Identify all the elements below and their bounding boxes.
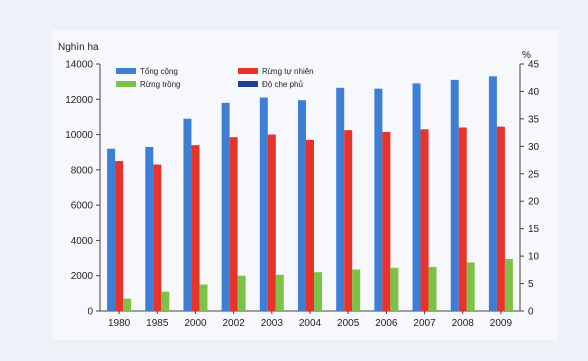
right-tick-label: 0	[528, 307, 534, 318]
left-tick-label: 6000	[71, 201, 94, 212]
legend-rung-tu-nhien-swatch	[238, 68, 258, 74]
legend-do-che-phu-swatch	[238, 81, 258, 87]
legend-rung-trong-swatch	[116, 81, 136, 87]
right-tick-label: 10	[528, 252, 540, 263]
x-tick-label: 2000	[184, 318, 207, 329]
right-tick-label: 30	[528, 142, 540, 153]
bar-rung-tu-nhien	[191, 145, 200, 311]
x-tick-label: 2008	[452, 318, 475, 329]
right-axis-label: %	[522, 50, 531, 61]
legend-rung-tu-nhien-label: Rừng tự nhiên	[262, 67, 314, 76]
bar-rung-tu-nhien	[344, 130, 353, 311]
bar-rung-trong	[199, 284, 208, 311]
x-tick-label: 2004	[299, 318, 322, 329]
bar-rung-trong	[314, 272, 322, 311]
bar-rung-trong	[123, 298, 132, 311]
bar-rung-tu-nhien	[229, 137, 238, 311]
right-tick-label: 45	[528, 60, 540, 71]
left-axis-label: Nghìn ha	[58, 42, 99, 53]
right-tick-label: 20	[528, 197, 540, 208]
bar-tong-cong	[183, 118, 192, 311]
bar-rung-trong	[352, 269, 361, 311]
legend-do-che-phu-label: Độ che phủ	[262, 80, 303, 89]
legend-tong-cong-swatch	[116, 68, 136, 74]
bar-rung-tu-nhien	[420, 129, 429, 311]
left-tick-label: 12000	[65, 95, 93, 106]
x-tick-label: 2005	[337, 318, 360, 329]
bar-rung-tu-nhien	[115, 161, 124, 311]
bar-rung-trong	[237, 275, 246, 311]
bar-tong-cong	[221, 102, 230, 311]
bar-rung-tu-nhien	[382, 131, 391, 311]
bar-rung-tu-nhien	[153, 164, 162, 311]
bar-tong-cong	[259, 97, 268, 312]
bar-rung-trong	[504, 258, 513, 311]
bar-tong-cong	[298, 100, 306, 312]
right-tick-label: 5	[528, 279, 534, 290]
x-tick-label: 2003	[261, 318, 284, 329]
bar-rung-trong	[390, 267, 399, 311]
legend-tong-cong-label: Tổng cộng	[140, 67, 178, 76]
legend-rung-trong-label: Rừng trồng	[140, 80, 181, 89]
bar-rung-trong	[466, 262, 475, 311]
right-tick-label: 15	[528, 224, 540, 235]
bar-tong-cong	[145, 146, 154, 311]
x-tick-label: 2009	[490, 318, 513, 329]
x-tick-label: 2006	[375, 318, 398, 329]
bar-tong-cong	[412, 83, 421, 312]
right-tick-label: 35	[528, 114, 540, 125]
x-tick-label: 2007	[413, 318, 436, 329]
bar-tong-cong	[336, 87, 345, 311]
bar-rung-trong	[161, 291, 170, 311]
bar-rung-tu-nhien	[496, 126, 505, 311]
bar-rung-trong	[275, 274, 284, 311]
left-tick-label: 14000	[65, 60, 93, 71]
left-tick-label: 2000	[71, 271, 94, 282]
bar-rung-tu-nhien	[267, 134, 276, 311]
bar-tong-cong	[488, 76, 497, 311]
bar-tong-cong	[374, 88, 383, 311]
bar-rung-tu-nhien	[458, 127, 467, 311]
left-tick-label: 0	[87, 307, 93, 318]
x-tick-label: 2002	[223, 318, 246, 329]
right-tick-label: 25	[528, 169, 540, 180]
x-tick-label: 1980	[108, 318, 131, 329]
bar-rung-trong	[428, 266, 437, 311]
bar-tong-cong	[450, 79, 459, 311]
left-tick-label: 8000	[71, 165, 94, 176]
left-tick-label: 4000	[71, 236, 94, 247]
x-tick-label: 1985	[146, 318, 169, 329]
bar-rung-tu-nhien	[306, 139, 314, 311]
left-tick-label: 10000	[65, 130, 93, 141]
right-tick-label: 40	[528, 87, 540, 98]
bar-tong-cong	[107, 148, 116, 311]
